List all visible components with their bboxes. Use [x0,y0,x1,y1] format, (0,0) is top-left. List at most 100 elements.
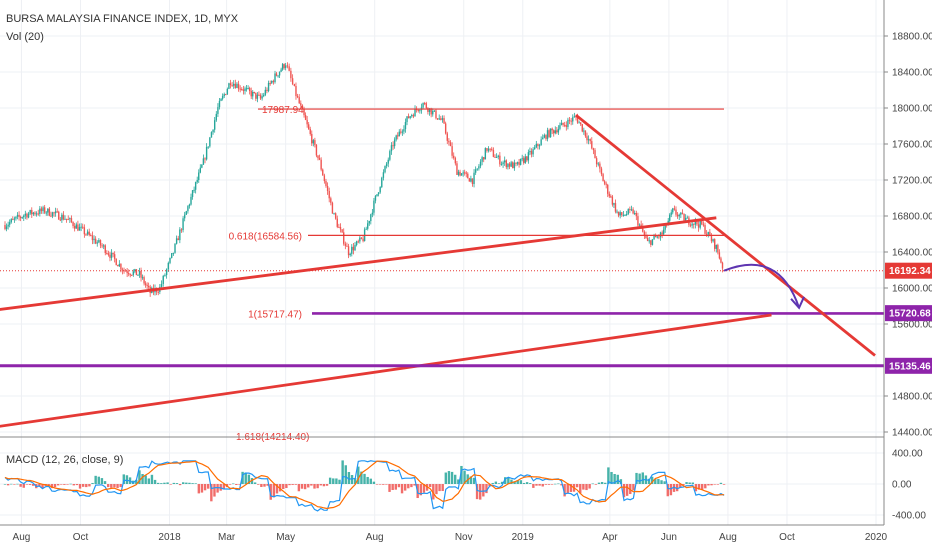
macd-histogram-bar [516,480,519,484]
candle-body [233,83,235,86]
candle-body [591,141,593,149]
candle-body [508,163,511,167]
candle-body [625,214,628,216]
macd-histogram-bar [447,471,451,484]
candle-body [562,122,564,125]
candle-body [406,116,408,123]
candle-body [315,144,318,156]
candle-body [7,224,9,227]
candle-body [705,233,708,235]
y-tick-label: 18800.00 [892,32,932,43]
macd-histogram-bar [319,484,322,486]
overlays: 17987.940.618(16584.56)1(15717.47)1.618(… [0,105,884,443]
candle-body [334,213,337,219]
candle-body [140,271,142,278]
candle-body [117,265,119,267]
macd-histogram-bar [597,482,601,484]
macd-histogram-bar [641,472,644,484]
macd-histogram-bar [53,484,57,488]
macd-histogram-bar [50,484,54,489]
candle-body [231,85,233,87]
candle-body [21,217,23,219]
candle-body [226,88,229,95]
candle-body [124,270,127,272]
candle-body [325,181,327,186]
candle-body [573,116,576,118]
macd-histogram-bar [188,482,191,484]
candle-body [502,162,504,164]
candle-body [451,146,453,156]
candle-body [710,236,713,242]
candle-body [581,124,583,132]
macd-histogram-bar [353,478,357,484]
macd-histogram-bar [138,470,141,484]
macd-histogram-bar [504,477,507,484]
x-tick-label: 2019 [512,532,535,543]
candle-body [403,129,405,132]
candle-body [560,122,563,126]
macd-label: MACD (12, 26, close, 9) [6,454,123,466]
candle-body [392,145,394,147]
candle-body [563,124,566,126]
macd-histogram-bar [582,484,585,490]
macd-pane[interactable] [3,460,726,512]
candle-body [291,78,294,84]
candle-body [489,148,491,150]
candle-body [542,137,544,140]
candle-body [430,108,432,115]
y-tick-label: 18400.00 [892,68,932,79]
price-pane[interactable] [4,62,724,297]
candle-body [537,143,539,147]
candle-body [360,237,363,239]
candle-body [112,252,114,255]
macd-histogram-bar [472,477,476,484]
macd-histogram-bar [41,484,44,489]
candle-body [670,212,672,215]
candle-body [4,225,6,230]
y-tick-label: 14400.00 [892,428,932,439]
macd-histogram-bar [113,484,116,488]
candle-body [180,229,183,231]
candle-body [317,155,319,159]
candle-body [409,116,411,119]
candle-body [64,218,66,220]
macd-histogram-bar [532,484,535,488]
candle-body [349,253,351,256]
macd-histogram-bar [566,484,569,494]
candle-body [147,286,150,288]
candle-body [96,242,98,244]
macd-histogram-bar [178,484,182,486]
macd-histogram-bar [360,471,363,484]
candle-body [629,209,631,211]
macd-histogram-bar [272,484,276,498]
candle-body [223,94,225,97]
macd-y-tick-label: -400.00 [892,511,926,522]
candle-body [131,274,133,276]
macd-histogram-bar [547,484,551,485]
candle-body [331,202,334,214]
candle-body [393,139,396,147]
candle-body [126,271,128,274]
candle-body [88,231,90,236]
candle-body [492,149,495,157]
candle-body [627,209,629,215]
candle-body [293,83,296,86]
macd-histogram-bar [266,484,269,486]
macd-histogram-bar [529,483,532,484]
candle-body [377,192,380,195]
candle-body [98,240,100,243]
candle-body [69,218,71,220]
macd-histogram-bar [366,476,369,484]
y-tick-label: 18000.00 [892,104,932,115]
fib-label-618: 0.618(16584.56) [229,231,302,242]
macd-histogram-bar [6,484,10,486]
macd-histogram-bar [419,484,423,496]
macd-histogram-bar [569,484,573,492]
candle-body [689,224,692,226]
candle-body [101,245,103,247]
candle-body [137,274,139,276]
macd-histogram-bar [544,484,548,485]
candle-body [93,238,95,241]
candle-body [300,103,302,106]
